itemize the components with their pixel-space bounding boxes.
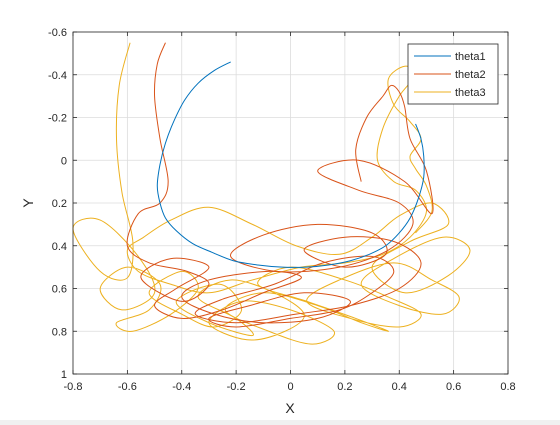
x-tick-label: -0.6 [118, 381, 137, 393]
x-tick-label: -0.8 [64, 381, 83, 393]
legend-label-theta1: theta1 [455, 51, 486, 63]
x-tick-label: -0.2 [227, 381, 246, 393]
series-line-theta3 [72, 42, 471, 345]
x-axis-label: X [285, 400, 295, 416]
y-tick-label: 0.6 [52, 284, 67, 296]
x-tick-label: 0.8 [500, 381, 515, 393]
series-layer [72, 42, 471, 345]
y-tick-label: 0 [61, 155, 67, 167]
ticks: -0.8 -0.6 -0.4 -0.2 0 0.2 0.4 0.6 0.8 -0.6 -0.4 -0.… [48, 27, 516, 393]
legend: theta1 theta2 theta3 [407, 43, 499, 105]
y-tick-label: 0.2 [52, 198, 67, 210]
y-tick-label: -0.4 [48, 70, 67, 82]
x-tick-label: 0 [287, 381, 293, 393]
series-line-theta1 [156, 61, 425, 268]
y-tick-label: 1 [61, 369, 67, 381]
y-axis-label: Y [20, 198, 36, 208]
x-tick-label: 0.6 [446, 381, 461, 393]
y-tick-label: -0.2 [48, 113, 67, 125]
y-tick-label: 0.4 [52, 241, 67, 253]
y-tick-label: 0.8 [52, 326, 67, 338]
legend-label-theta3: theta3 [455, 87, 486, 99]
x-tick-label: -0.4 [172, 381, 191, 393]
x-tick-label: 0.2 [337, 381, 352, 393]
series-line-theta2 [126, 42, 434, 328]
legend-label-theta2: theta2 [455, 69, 486, 81]
y-tick-label: -0.6 [48, 27, 67, 39]
x-tick-label: 0.4 [392, 381, 407, 393]
